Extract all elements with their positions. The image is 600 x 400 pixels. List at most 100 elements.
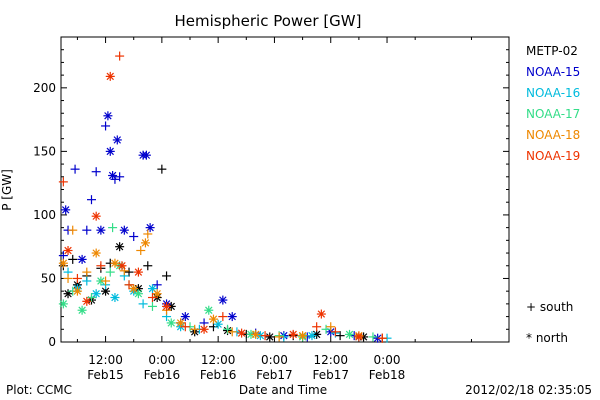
data-point-south	[58, 251, 68, 261]
data-point-south	[152, 280, 162, 290]
data-point-north	[208, 314, 218, 324]
data-point-south	[58, 177, 68, 187]
data-points-group	[58, 51, 392, 343]
data-point-north	[265, 332, 275, 342]
x-tick-time-label: 12:00	[201, 353, 236, 367]
data-point-south	[227, 327, 237, 337]
data-point-north	[129, 284, 139, 294]
data-point-south	[274, 332, 284, 342]
data-point-north	[119, 225, 129, 235]
data-point-south	[326, 322, 336, 332]
data-point-north	[108, 171, 118, 181]
data-point-north	[91, 211, 101, 221]
x-tick-time-label: 0:00	[148, 353, 175, 367]
x-tick-time-label: 12:00	[313, 353, 348, 367]
data-point-south	[136, 246, 146, 255]
data-point-north	[204, 305, 214, 315]
data-point-north	[91, 289, 101, 299]
series-noaa-18	[58, 225, 387, 343]
legend-group: METP-02 NOAA-15 NOAA-16 NOAA-17 NOAA-18 NOAA-…	[526, 44, 580, 345]
data-point-south	[124, 267, 134, 277]
data-point-north	[180, 312, 190, 322]
data-point-south	[143, 261, 153, 271]
legend-entry-noaa-17: NOAA-17	[526, 107, 580, 121]
chart-title: Hemispheric Power [GW]	[175, 12, 362, 30]
data-point-north	[115, 242, 125, 252]
data-point-south	[82, 225, 92, 235]
x-tick-time-label: 0:00	[261, 353, 288, 367]
series-noaa-17	[58, 223, 378, 342]
data-point-north	[162, 301, 172, 311]
legend-entry-noaa-15: NOAA-15	[526, 65, 580, 79]
data-point-north	[237, 328, 247, 338]
data-point-north	[345, 329, 355, 339]
data-point-north	[141, 150, 151, 160]
data-point-south	[180, 322, 190, 332]
data-point-north	[63, 246, 73, 255]
y-tick-label: 150	[33, 144, 56, 158]
data-point-south	[190, 324, 200, 334]
data-point-south	[108, 223, 118, 233]
axes-group: 05010015020012:00Feb150:00Feb1612:00Feb1…	[33, 36, 510, 382]
data-point-south	[96, 261, 106, 271]
data-point-south	[157, 164, 167, 174]
data-point-north	[133, 267, 143, 277]
data-point-south	[68, 254, 78, 264]
data-point-south	[91, 167, 101, 177]
data-point-north	[101, 286, 111, 296]
data-point-south	[138, 299, 148, 309]
data-point-north	[176, 318, 186, 328]
data-point-south	[321, 324, 331, 334]
data-point-south	[335, 331, 345, 341]
legend-entry-noaa-19: NOAA-19	[526, 149, 580, 163]
data-point-north	[140, 238, 150, 248]
data-point-north	[103, 111, 113, 121]
data-point-north	[96, 225, 106, 235]
data-point-south	[105, 267, 115, 277]
data-point-south	[68, 225, 78, 235]
legend-south-marker: + south	[526, 300, 573, 314]
data-point-north	[213, 319, 223, 329]
legend-entry-metp-02: METP-02	[526, 44, 578, 58]
x-tick-date-label: Feb17	[312, 368, 349, 382]
y-tick-label: 100	[33, 208, 56, 222]
data-point-north	[110, 258, 120, 268]
data-point-south	[101, 121, 111, 131]
data-point-north	[227, 312, 237, 322]
data-point-south	[377, 333, 387, 343]
legend-entry-noaa-16: NOAA-16	[526, 86, 580, 100]
data-point-north	[112, 135, 122, 145]
data-point-north	[77, 305, 87, 315]
data-point-north	[72, 286, 82, 296]
data-point-south	[368, 332, 378, 342]
series-metp-02	[58, 164, 387, 343]
series-noaa-15	[58, 111, 383, 343]
data-point-south	[218, 312, 228, 322]
data-point-south	[124, 280, 134, 290]
data-point-north	[82, 296, 92, 306]
data-point-north	[199, 324, 209, 334]
data-point-north	[91, 248, 101, 258]
x-tick-time-label: 12:00	[88, 353, 123, 367]
data-point-north	[58, 258, 68, 268]
data-point-north	[298, 331, 308, 341]
data-point-south	[147, 293, 157, 303]
data-point-north	[152, 289, 162, 299]
data-point-south	[143, 229, 153, 239]
y-tick-label: 50	[41, 271, 56, 285]
x-tick-date-label: Feb16	[144, 368, 181, 382]
x-tick-date-label: Feb18	[369, 368, 406, 382]
x-tick-date-label: Feb17	[256, 368, 293, 382]
y-axis-label: P [GW]	[0, 169, 14, 211]
footer-timestamp: 2012/02/18 02:35:05	[465, 383, 592, 397]
data-point-south	[63, 273, 73, 283]
x-tick-date-label: Feb16	[200, 368, 237, 382]
data-point-north	[307, 331, 317, 341]
data-point-south	[330, 327, 340, 337]
data-point-south	[223, 324, 233, 334]
data-point-north	[105, 71, 115, 81]
data-point-north	[354, 332, 364, 342]
data-point-north	[117, 261, 127, 271]
data-point-south	[82, 276, 92, 286]
